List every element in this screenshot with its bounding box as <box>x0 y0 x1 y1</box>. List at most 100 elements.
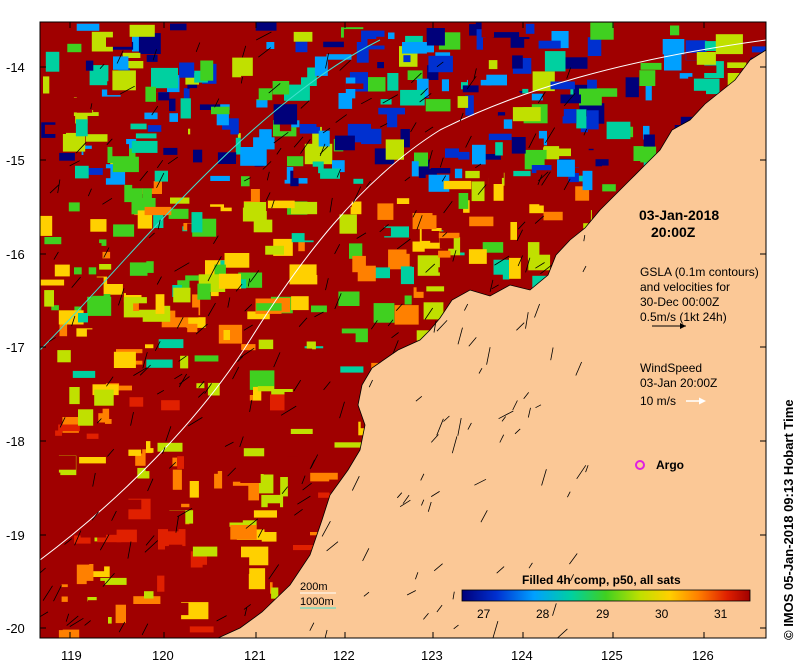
sst-patch <box>87 630 100 638</box>
sst-patch <box>95 406 103 414</box>
sst-patch <box>270 542 290 562</box>
sst-patch <box>380 99 393 105</box>
velocity-vector <box>268 83 281 94</box>
sst-patch <box>332 160 345 173</box>
sst-patch <box>255 22 277 31</box>
velocity-vector <box>380 123 388 128</box>
sst-patch <box>360 237 375 253</box>
velocity-vector <box>65 613 70 622</box>
velocity-vector <box>420 473 425 481</box>
velocity-vector <box>325 278 329 291</box>
velocity-vector <box>187 417 203 427</box>
sst-patch <box>476 29 486 50</box>
velocity-vector <box>281 486 289 494</box>
sst-patch <box>621 64 631 79</box>
velocity-vector <box>84 620 91 626</box>
y-tick-label: -18 <box>6 434 25 449</box>
sst-patch <box>67 434 77 443</box>
velocity-vector <box>243 324 253 331</box>
sst-patch <box>46 504 54 518</box>
velocity-vector <box>368 379 373 388</box>
sst-patch <box>230 525 257 540</box>
sst-patch <box>232 57 253 78</box>
velocity-vector <box>133 367 148 376</box>
sst-patch <box>324 394 336 413</box>
sst-patch <box>250 88 273 101</box>
sst-patch <box>208 506 236 513</box>
sst-patch <box>160 453 173 473</box>
sst-patch <box>566 207 591 224</box>
sst-patch <box>447 183 458 203</box>
sst-patch <box>82 89 102 110</box>
velocity-vector <box>370 320 378 330</box>
velocity-vector <box>178 373 187 388</box>
sst-patch <box>94 389 114 406</box>
velocity-vector <box>322 127 331 134</box>
sst-patch <box>189 626 214 633</box>
sst-patch <box>76 328 93 337</box>
sst-patch <box>76 629 86 638</box>
sst-patch <box>143 224 152 239</box>
sst-patch <box>483 37 511 50</box>
velocity-vector <box>268 564 280 580</box>
velocity-vector <box>239 347 255 359</box>
velocity-vector <box>302 482 312 491</box>
velocity-vector <box>475 163 482 169</box>
sst-patch <box>104 623 132 635</box>
time-title: 20:00Z <box>651 224 696 240</box>
velocity-vector <box>239 436 244 448</box>
sst-patch <box>129 397 144 408</box>
sst-patch <box>80 517 106 538</box>
velocity-vector <box>439 157 444 168</box>
sst-patch <box>512 107 541 122</box>
sst-patch <box>384 226 409 238</box>
velocity-vector <box>301 475 306 485</box>
sst-patch <box>198 243 226 250</box>
sst-patch <box>323 41 348 48</box>
sst-patch <box>304 221 328 241</box>
sst-patch <box>266 42 275 49</box>
sst-patch <box>170 23 187 31</box>
sst-patch <box>154 170 168 182</box>
sst-patch <box>263 457 283 475</box>
velocity-vector <box>379 223 389 233</box>
velocity-vector <box>436 604 443 613</box>
sst-patch <box>214 606 237 622</box>
sst-patch <box>445 147 459 158</box>
velocity-vector <box>59 417 66 428</box>
sst-patch <box>557 159 575 177</box>
sst-patch <box>192 294 201 316</box>
velocity-vector <box>363 591 370 597</box>
velocity-vector <box>412 210 417 218</box>
sst-patch <box>76 547 90 565</box>
sst-patch <box>377 62 384 69</box>
sst-patch <box>563 186 570 195</box>
sst-patch <box>226 432 234 448</box>
sst-patch <box>186 351 208 372</box>
velocity-vector <box>154 341 161 351</box>
wind-legend: WindSpeed 03-Jan 20:00Z 10 m/s <box>640 361 717 408</box>
velocity-vector <box>430 491 440 497</box>
sst-patch <box>70 596 86 604</box>
velocity-vector <box>567 491 571 498</box>
sst-patch <box>471 181 485 202</box>
sst-patch <box>58 557 73 573</box>
sst-patch <box>134 353 145 361</box>
velocity-vector <box>329 197 333 213</box>
velocity-vector <box>391 332 399 339</box>
velocity-vector <box>249 270 260 283</box>
velocity-vector <box>214 256 222 268</box>
sst-patch <box>264 312 271 328</box>
velocity-vector <box>415 572 419 580</box>
velocity-vector <box>501 416 507 422</box>
colorbar-tick: 28 <box>536 607 550 621</box>
sst-patch <box>177 280 190 288</box>
sst-patch <box>524 149 547 170</box>
sst-patch <box>366 267 390 279</box>
sst-patch <box>320 168 340 179</box>
wind-line-2: 03-Jan 20:00Z <box>640 376 717 390</box>
gsla-legend: GSLA (0.1m contours) and velocities for … <box>640 265 759 329</box>
velocity-vector <box>498 410 514 420</box>
sst-patch <box>87 296 112 316</box>
sst-patch <box>85 60 94 71</box>
